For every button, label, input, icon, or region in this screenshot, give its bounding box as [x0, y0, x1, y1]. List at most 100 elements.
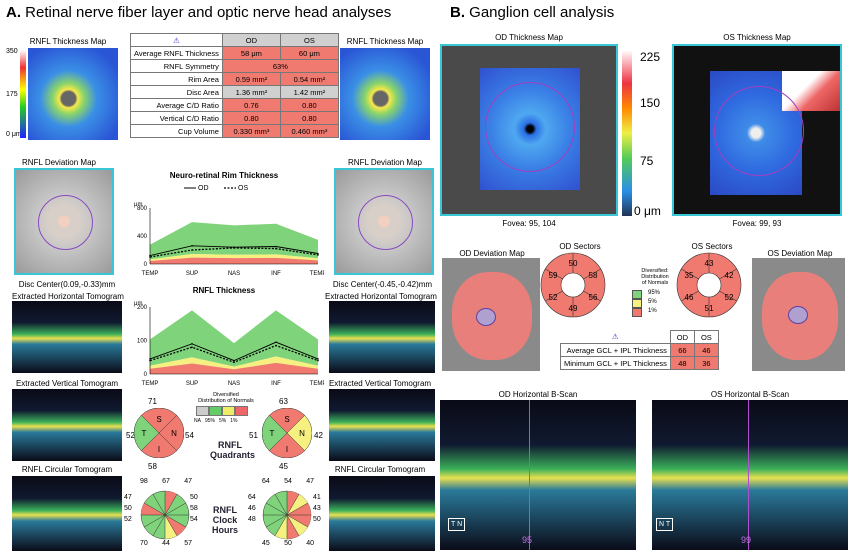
- rnfl-quadrants-label: RNFL Quadrants: [210, 440, 256, 460]
- table-row: Cup Volume 0.330 mm³ 0.460 mm³: [130, 124, 339, 138]
- od-quad-i: [140, 432, 178, 458]
- os-quad-i: [268, 432, 306, 458]
- od-quad-n: [158, 414, 184, 452]
- table-row: Rim Area 0.59 mm² 0.54 mm²: [130, 72, 339, 86]
- os-quadrant-s-value: 63: [279, 397, 288, 406]
- y-tick-label: 100: [137, 339, 148, 345]
- gcl-legend-5-label: 5%: [648, 299, 657, 305]
- os-sector-lines: [681, 253, 737, 317]
- data-point-os: [317, 359, 319, 362]
- os-sector-inner: [696, 272, 722, 298]
- od-gcl-deviation-label: OD Deviation Map: [459, 249, 525, 258]
- os-clock-bottom: 45 50 40: [262, 540, 314, 547]
- data-point-od: [149, 254, 151, 257]
- legend-na-swatch: [196, 406, 209, 416]
- os-disc-center: Disc Center(-0.45,-0.42)mm: [332, 280, 433, 289]
- od-sectors-label: OD Sectors: [559, 242, 601, 251]
- od-clock-dial: [140, 490, 190, 540]
- od-gcl-thickness-map: [440, 44, 618, 216]
- rnfl-thickness-chart: RNFL Thickness μm 0 100 200 TEMP SUP NAS INF TEMP: [124, 283, 326, 388]
- od-bscan-marker: [529, 400, 530, 550]
- os-clock-sector: [287, 515, 299, 539]
- od-quad-i-letter: I: [158, 445, 160, 454]
- os-clock-sector: [287, 491, 299, 515]
- od-bscan-pos: 95: [522, 535, 533, 545]
- od-quadrant-n-value: 54: [185, 431, 194, 440]
- od-thickness-map-label: OD Thickness Map: [495, 33, 563, 42]
- od-quad-t-letter: T: [142, 429, 147, 438]
- scale-min: 0 μm: [6, 131, 22, 138]
- table-row: Minimum GCL + IPL Thickness 48 36: [560, 356, 719, 370]
- os-clock-right: 41 43 50: [313, 494, 321, 523]
- chart-title: RNFL Thickness: [193, 286, 256, 295]
- y-tick-label: 400: [137, 234, 148, 240]
- chart-ylabel: μm: [134, 202, 142, 208]
- legend-os-text: OS: [238, 185, 248, 192]
- od-sector-lines: [545, 253, 601, 317]
- data-point-os: [191, 249, 193, 251]
- rnfl-chart-svg: RNFL Thickness μm 0 100 200 TEMP SUP NAS INF TEMP: [134, 286, 326, 387]
- data-point-od: [149, 358, 151, 360]
- data-point-os: [275, 344, 277, 347]
- rnfl-parameter-table: ⚠ OD OS Average RNFL Thickness 58 μm 60 …: [130, 33, 339, 138]
- os-quad-n-letter: N: [299, 429, 305, 438]
- warning-icon: ⚠: [130, 33, 223, 47]
- os-sectors-dial: 43 35 42 46 52 51: [676, 252, 742, 318]
- os-quadrant-i-value: 45: [279, 462, 288, 471]
- gcl-legend-95-label: 95%: [648, 290, 661, 296]
- data-point-od: [317, 252, 319, 255]
- gcl-ipl-table: ⚠ OD OS Average GCL + IPL Thickness 66 4…: [560, 330, 719, 370]
- od-gcl-deviation-map: [442, 258, 540, 371]
- table-row: Average C/D Ratio 0.76 0.80: [130, 98, 339, 112]
- od-horizontal-tomogram: [12, 301, 122, 373]
- gcl-legend-95-swatch: [632, 290, 642, 299]
- os-bscan-label: OS Horizontal B-Scan: [710, 390, 790, 399]
- os-quadrant-n-value: 42: [314, 431, 323, 440]
- os-hor-tomo-label: Extracted Horizontal Tomogram: [325, 292, 437, 301]
- os-bscan-pos: 99: [741, 535, 752, 545]
- x-tick-label: NAS: [228, 381, 240, 387]
- chart-ylabel: μm: [134, 301, 142, 307]
- os-rnfl-thickness-map-label: RNFL Thickness Map: [346, 37, 424, 46]
- od-quad-s-letter: S: [156, 415, 161, 424]
- od-vertical-tomogram: [12, 389, 122, 461]
- od-quad-s: [140, 408, 178, 434]
- os-quad-t: [262, 414, 288, 452]
- gcl-scale-75: 75: [640, 154, 654, 168]
- data-point-od: [275, 341, 277, 343]
- x-tick-label: NAS: [228, 271, 240, 277]
- gcl-legend-title: Diversified: Distribution of Normals: [641, 268, 669, 286]
- os-gcl-deviation-map: [752, 258, 845, 371]
- os-sector-value: 43: [705, 259, 714, 268]
- normal-band-red: [150, 257, 318, 264]
- data-point-os: [233, 247, 235, 249]
- od-quadrant-i-value: 58: [148, 462, 157, 471]
- rnfl-clock-hours-label: RNFL Clock Hours: [211, 505, 238, 535]
- data-point-os: [191, 346, 193, 348]
- os-sector-value: 42: [725, 271, 734, 280]
- os-circular-tomogram: [329, 476, 435, 551]
- gcl-scale-0: 0 μm: [634, 204, 661, 218]
- color-scale-bar: [20, 50, 26, 138]
- os-deviation-map-label: RNFL Deviation Map: [348, 158, 422, 167]
- legend-95-swatch: [209, 406, 222, 416]
- gcl-warning-icon: ⚠: [560, 330, 671, 344]
- od-clock-sector: [165, 515, 177, 539]
- x-tick-label: TEMP: [142, 381, 159, 387]
- od-clock-sector: [165, 515, 186, 536]
- od-circ-tomo-label: RNFL Circular Tomogram: [21, 465, 113, 474]
- gcl-scale-150: 150: [640, 96, 661, 110]
- rim-thickness-chart: Neuro-retinal Rim Thickness μm OD OS 0 400 800…: [124, 168, 326, 278]
- od-rnfl-deviation-map: [14, 168, 114, 275]
- os-horizontal-bscan: 99 N T: [652, 400, 848, 550]
- od-fovea: Fovea: 95, 104: [502, 219, 556, 228]
- quadrant-legend: [196, 406, 248, 416]
- data-point-od: [233, 359, 235, 362]
- gcl-scale-225: 225: [640, 50, 661, 64]
- os-clock-sector: [275, 515, 287, 539]
- os-quad-n: [286, 414, 312, 452]
- normal-band-red: [150, 362, 318, 374]
- os-quad-t-letter: T: [270, 429, 275, 438]
- os-gcl-circle: [714, 86, 804, 176]
- x-tick-label: SUP: [186, 381, 198, 387]
